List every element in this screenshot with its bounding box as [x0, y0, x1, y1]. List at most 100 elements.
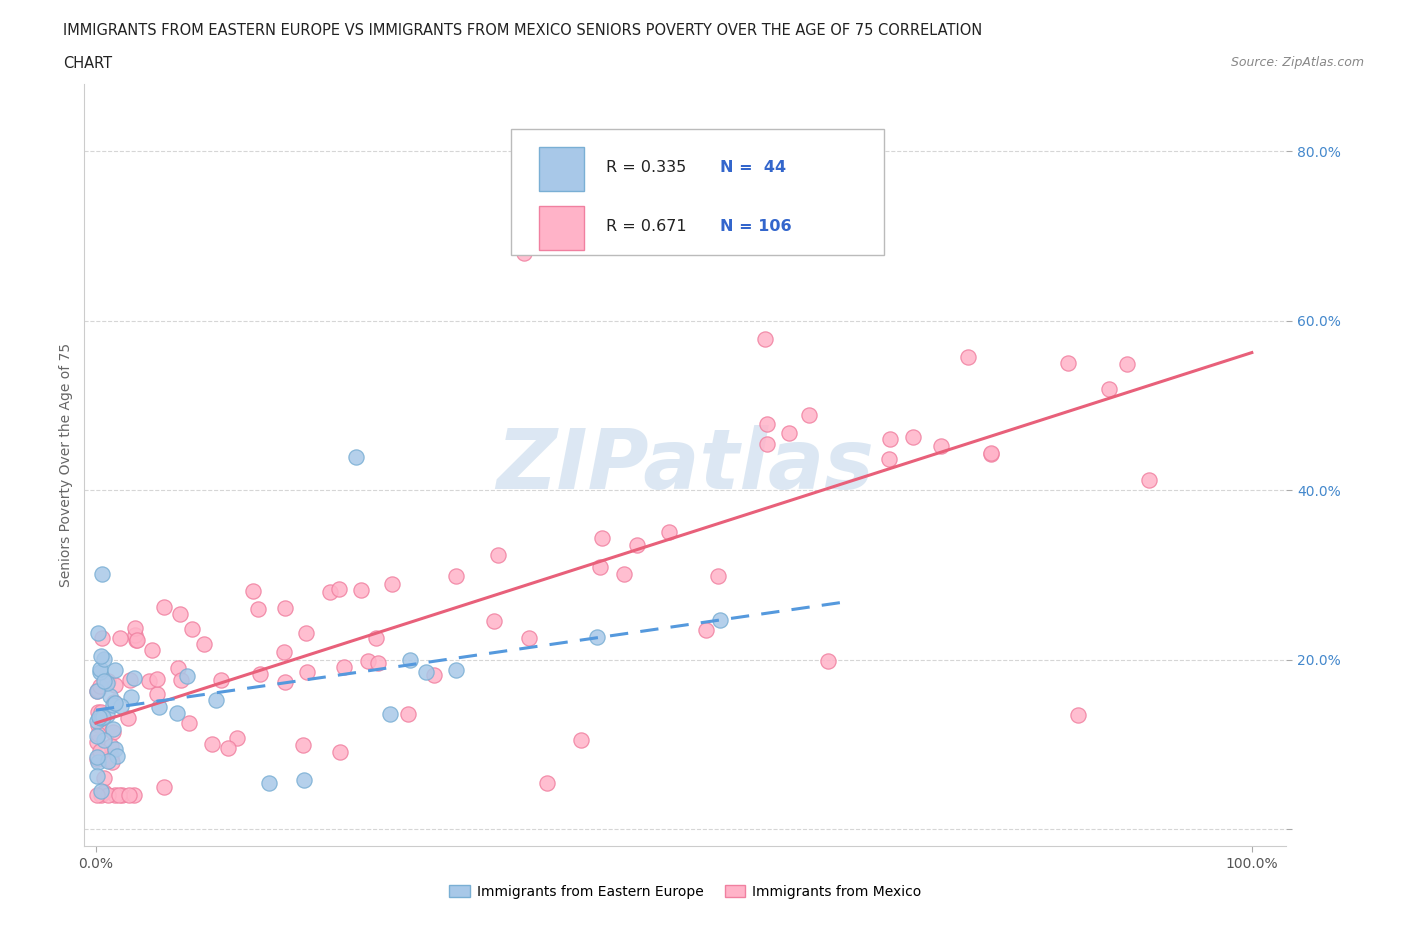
Point	[626, 538, 648, 552]
Text: IMMIGRANTS FROM EASTERN EUROPE VS IMMIGRANTS FROM MEXICO SENIORS POVERTY OVER TH: IMMIGRANTS FROM EASTERN EUROPE VS IMMIGR…	[63, 23, 983, 38]
Point	[89, 679, 111, 694]
Point	[87, 726, 110, 741]
Text: N =  44: N = 44	[720, 160, 786, 175]
Point	[153, 600, 176, 615]
Point	[120, 689, 142, 704]
Point	[122, 788, 145, 803]
Point	[292, 773, 315, 788]
Y-axis label: Seniors Poverty Over the Age of 75: Seniors Poverty Over the Age of 75	[59, 343, 73, 587]
Point	[93, 673, 115, 688]
Point	[87, 710, 110, 724]
Point	[103, 695, 125, 710]
Point	[931, 438, 953, 453]
Point	[176, 668, 198, 683]
Point	[589, 560, 612, 575]
Point	[100, 749, 122, 764]
Point	[97, 754, 120, 769]
Point	[98, 688, 121, 703]
Point	[108, 631, 131, 645]
Point	[93, 770, 115, 785]
Point	[124, 621, 146, 636]
Point	[444, 662, 467, 677]
Point	[86, 788, 108, 803]
Point	[519, 631, 541, 645]
Point	[586, 630, 609, 644]
FancyBboxPatch shape	[512, 129, 884, 256]
Point	[799, 407, 821, 422]
Point	[169, 606, 191, 621]
Point	[117, 711, 139, 725]
Point	[177, 715, 200, 730]
Point	[193, 636, 215, 651]
Point	[93, 784, 115, 799]
Point	[87, 683, 110, 698]
Point	[1115, 356, 1137, 371]
Point	[86, 684, 108, 698]
Point	[328, 581, 350, 596]
Point	[153, 779, 176, 794]
Point	[89, 665, 111, 680]
Point	[90, 711, 112, 725]
Point	[662, 212, 685, 227]
Point	[980, 445, 1002, 460]
Point	[110, 699, 132, 714]
Point	[879, 432, 901, 447]
Point	[104, 788, 127, 803]
Point	[101, 724, 124, 739]
Point	[1137, 473, 1160, 488]
Text: CHART: CHART	[63, 56, 112, 71]
Point	[148, 699, 170, 714]
Point	[100, 738, 122, 753]
Point	[274, 675, 297, 690]
Point	[90, 631, 112, 645]
Point	[707, 569, 730, 584]
Point	[274, 601, 297, 616]
Point	[86, 750, 108, 764]
Point	[111, 788, 134, 803]
Point	[166, 660, 188, 675]
Point	[104, 678, 127, 693]
Point	[138, 674, 160, 689]
Point	[378, 706, 401, 721]
Point	[90, 788, 112, 803]
Point	[91, 567, 114, 582]
Point	[96, 708, 118, 723]
Legend: Immigrants from Eastern Europe, Immigrants from Mexico: Immigrants from Eastern Europe, Immigran…	[444, 879, 927, 904]
Point	[273, 644, 295, 659]
Point	[86, 751, 108, 766]
Point	[90, 783, 112, 798]
Point	[756, 436, 779, 451]
Point	[613, 566, 636, 581]
Point	[89, 744, 111, 759]
Point	[87, 754, 110, 769]
Point	[166, 705, 188, 720]
Point	[486, 548, 509, 563]
Point	[396, 707, 419, 722]
Point	[877, 451, 900, 466]
Point	[104, 742, 127, 757]
Point	[217, 740, 239, 755]
Point	[225, 730, 247, 745]
Point	[125, 632, 148, 647]
Text: N = 106: N = 106	[720, 219, 792, 233]
Point	[249, 666, 271, 681]
Point	[246, 602, 269, 617]
Point	[118, 788, 141, 803]
Point	[100, 754, 122, 769]
Point	[91, 710, 114, 724]
Point	[422, 667, 444, 682]
Point	[980, 447, 1002, 462]
Point	[104, 696, 127, 711]
Point	[96, 676, 118, 691]
Point	[536, 776, 558, 790]
Point	[778, 426, 800, 441]
Point	[146, 686, 169, 701]
Point	[146, 671, 169, 686]
Bar	[538, 206, 585, 250]
Point	[205, 692, 228, 707]
Point	[86, 735, 108, 750]
Point	[141, 642, 163, 657]
Point	[318, 584, 340, 599]
Text: ZIPatlas: ZIPatlas	[496, 424, 875, 506]
Point	[87, 718, 110, 733]
